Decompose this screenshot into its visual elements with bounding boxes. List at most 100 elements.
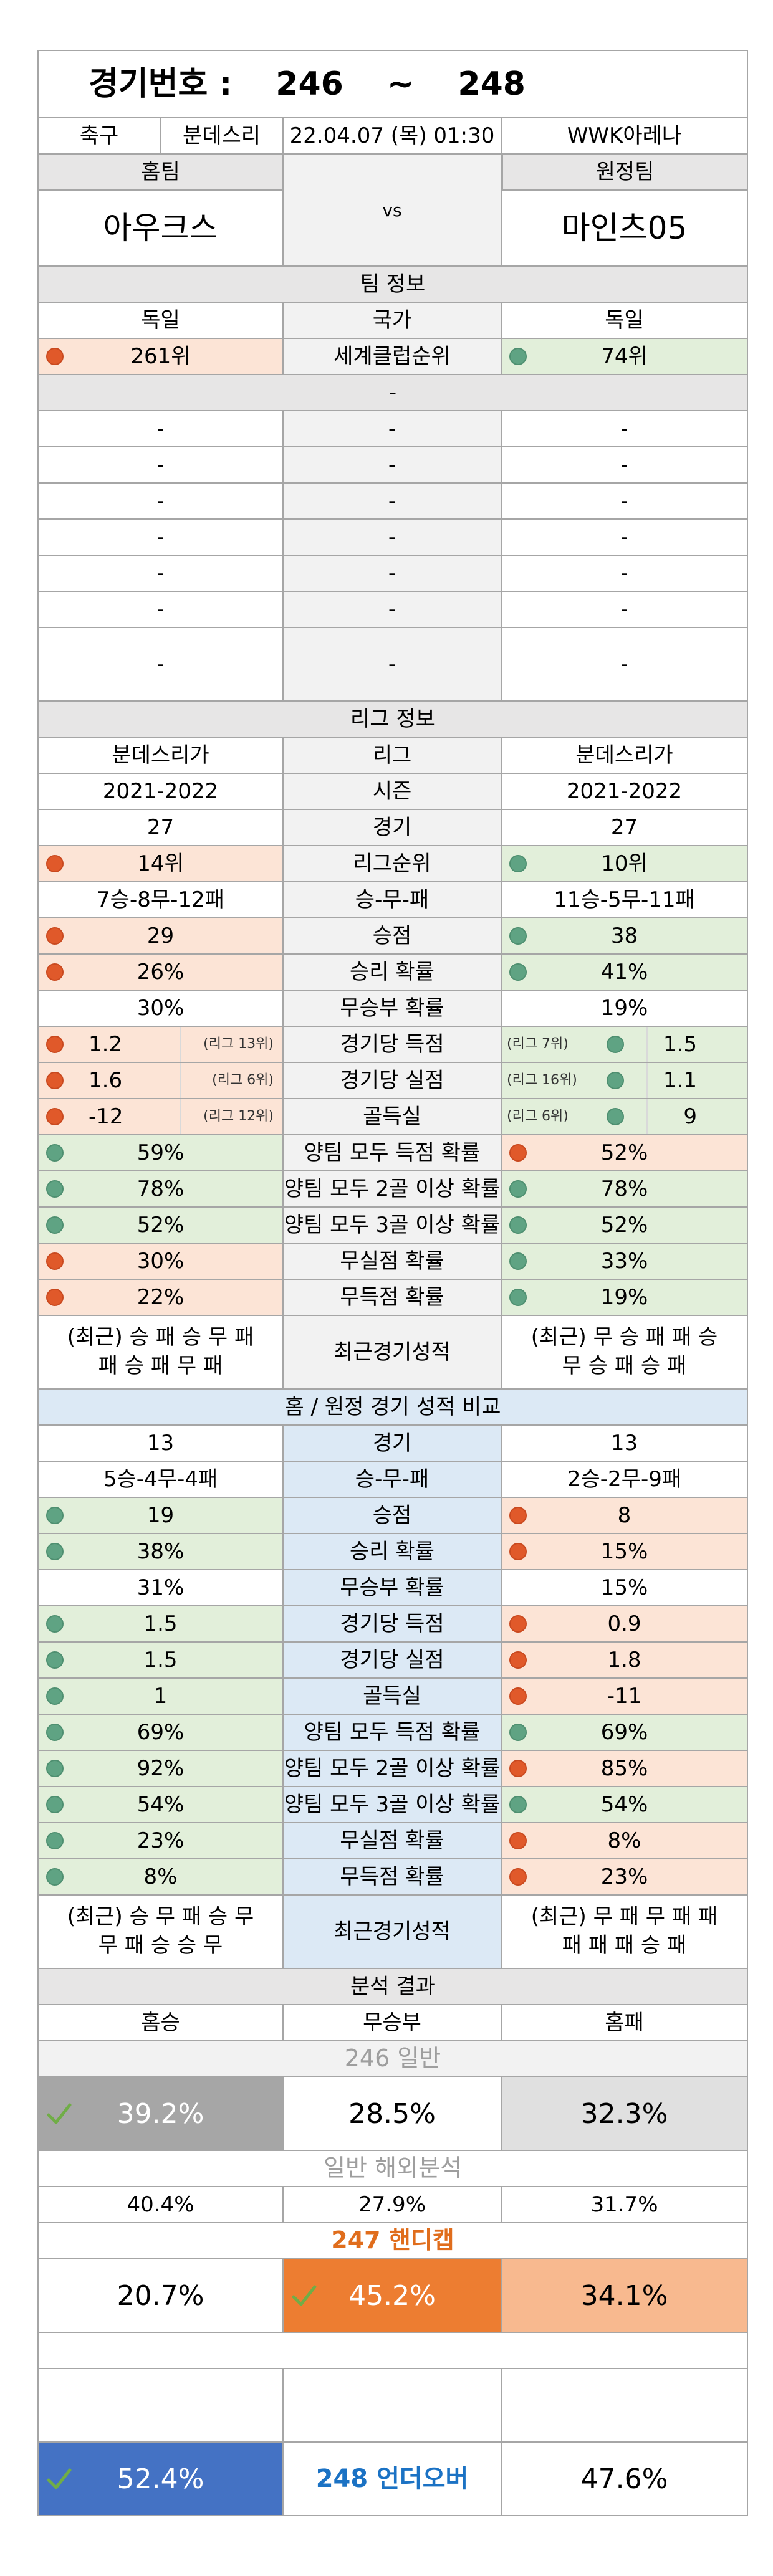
away-goals_for: 0.9	[502, 1606, 748, 1643]
home-no_score-value: 8%	[143, 1864, 178, 1889]
away-blank-cell: -	[502, 592, 748, 628]
away-recent-line: 패 패 패 승 패	[562, 1933, 687, 1958]
green-dot-icon	[509, 1180, 527, 1198]
match-number-label: 경기번호 :	[89, 65, 233, 103]
home-btts3: 54%	[37, 1787, 284, 1823]
btts-label: 양팀 모두 득점 확률	[284, 1135, 502, 1171]
away-rank-divider	[502, 1027, 648, 1062]
mid-blank-cell: -	[284, 556, 502, 592]
away-points: 8	[502, 1498, 748, 1534]
home-win_rate-value: 38%	[137, 1538, 185, 1564]
green-dot-icon	[509, 963, 527, 981]
handicap-title-text: 247 핸디캡	[331, 2226, 454, 2254]
home-goals_for: 1.5	[37, 1606, 284, 1643]
away-blank-cell: -	[502, 520, 748, 556]
red-dot-icon	[46, 1108, 64, 1125]
btts3-label: 양팀 모두 3골 이상 확률	[284, 1787, 502, 1823]
world-rank-label: 세계클럽순위	[284, 339, 502, 375]
home-blank-cell: -	[37, 447, 284, 484]
general-title: 246 일반	[37, 2041, 748, 2077]
away-recent-line: (최근) 무 승 패 패 승	[531, 1325, 718, 1350]
away-wdl-value: 2승-2무-9패	[567, 1466, 682, 1492]
match-number-title: 경기번호 : 246 ~ 248	[37, 50, 748, 118]
underover-blank-right	[502, 2369, 748, 2443]
away-league-rank: (리그 6위)	[507, 1109, 569, 1125]
home-win_rate: 38%	[37, 1534, 284, 1570]
venue-cell: WWK아레나	[502, 118, 748, 155]
rank-label: 리그순위	[284, 846, 502, 882]
away-btts2: 85%	[502, 1751, 748, 1787]
away-rank: 10위	[502, 846, 748, 882]
team-info-blank-rows: ---------------------	[37, 411, 748, 702]
away-team-label: 원정팀	[502, 155, 748, 191]
red-dot-icon	[46, 855, 64, 872]
col-home-loss: 홈패	[502, 2005, 748, 2041]
home-clean_sheet-value: 30%	[137, 1248, 185, 1274]
away-goals_against: 1.1 (리그 16위)	[502, 1063, 748, 1099]
venue-compare-rows: 13 경기 13 5승-4무-4패 승-무-패 2승-2무-9패 19 승점 8 38% 승리 확률…	[37, 1426, 748, 1969]
away-league-rank: (리그 7위)	[507, 1036, 569, 1052]
home-wdl: 5승-4무-4패	[37, 1462, 284, 1498]
home-games-value: 13	[146, 1430, 175, 1456]
home-season: 2021-2022	[37, 774, 284, 810]
wdl-label: 승-무-패	[284, 1462, 502, 1498]
underover-label-text: 248 언더오버	[315, 2464, 469, 2493]
draw_rate-label: 무승부 확률	[284, 1570, 502, 1606]
away-world-rank: 74위	[502, 339, 748, 375]
match-analysis-sheet: 경기번호 : 246 ~ 248 축구 분데스리 22.04.07 (목) 01…	[37, 50, 748, 2516]
check-icon	[292, 2285, 317, 2306]
away-goals_for-value: 1.5	[663, 1031, 697, 1057]
away-draw_rate-value: 19%	[600, 995, 648, 1021]
goal_diff-label: 골득실	[284, 1099, 502, 1135]
datetime-cell: 22.04.07 (목) 01:30	[284, 118, 502, 155]
wdl-label: 승-무-패	[284, 882, 502, 918]
home-draw_rate-value: 31%	[137, 1575, 185, 1600]
vs-label: vs	[284, 155, 502, 267]
match-number-from: 246	[276, 65, 343, 103]
home-btts: 69%	[37, 1715, 284, 1751]
handicap-draw-value: 45.2%	[348, 2279, 436, 2312]
points-label: 승점	[284, 1498, 502, 1534]
home-goals_for: 1.2 (리그 13위)	[37, 1027, 284, 1063]
away-season: 2021-2022	[502, 774, 748, 810]
red-dot-icon	[509, 1868, 527, 1886]
green-dot-icon	[509, 1216, 527, 1234]
home-rank-divider	[180, 1099, 282, 1134]
clean_sheet-label: 무실점 확률	[284, 1823, 502, 1859]
clean_sheet-label: 무실점 확률	[284, 1244, 502, 1280]
handicap-title: 247 핸디캡	[37, 2223, 748, 2259]
away-btts-value: 52%	[600, 1140, 648, 1165]
team-info-blank-row: -	[37, 375, 748, 411]
away-league-rank: (리그 16위)	[507, 1072, 577, 1089]
under-value: 52.4%	[117, 2463, 204, 2495]
away-wdl: 2승-2무-9패	[502, 1462, 748, 1498]
away-recent-line: (최근) 무 패 무 패 패	[531, 1904, 718, 1930]
btts2-label: 양팀 모두 2골 이상 확률	[284, 1171, 502, 1208]
analysis-title: 분석 결과	[37, 1969, 748, 2005]
away-wdl: 11승-5무-11패	[502, 882, 748, 918]
home-team-name: 아우크스	[37, 191, 284, 267]
general-home-win: 39.2%	[37, 2077, 284, 2151]
home-recent-line: 무 패 승 승 무	[98, 1933, 223, 1958]
away-goal_diff-value: 9	[683, 1104, 697, 1129]
home-no_score: 8%	[37, 1859, 284, 1896]
away-goals_against-value: 1.1	[663, 1067, 697, 1093]
league-info-title: 리그 정보	[37, 702, 748, 738]
green-dot-icon	[607, 1108, 624, 1125]
season-label: 시즌	[284, 774, 502, 810]
red-dot-icon	[46, 1036, 64, 1053]
mid-blank-cell: -	[284, 411, 502, 447]
away-goals_for: 1.5 (리그 7위)	[502, 1027, 748, 1063]
red-dot-icon	[509, 1760, 527, 1777]
home-draw_rate-value: 30%	[137, 995, 185, 1021]
under-cell: 52.4%	[37, 2443, 284, 2516]
general-title-text: 246 일반	[344, 2044, 441, 2073]
overseas-title-text: 일반 해외분석	[324, 2154, 462, 2182]
away-games: 27	[502, 810, 748, 846]
home-goal_diff: -12 (리그 12위)	[37, 1099, 284, 1135]
away-games-value: 13	[610, 1430, 638, 1456]
away-btts3: 52%	[502, 1208, 748, 1244]
no_score-label: 무득점 확률	[284, 1280, 502, 1316]
home-country: 독일	[37, 303, 284, 339]
